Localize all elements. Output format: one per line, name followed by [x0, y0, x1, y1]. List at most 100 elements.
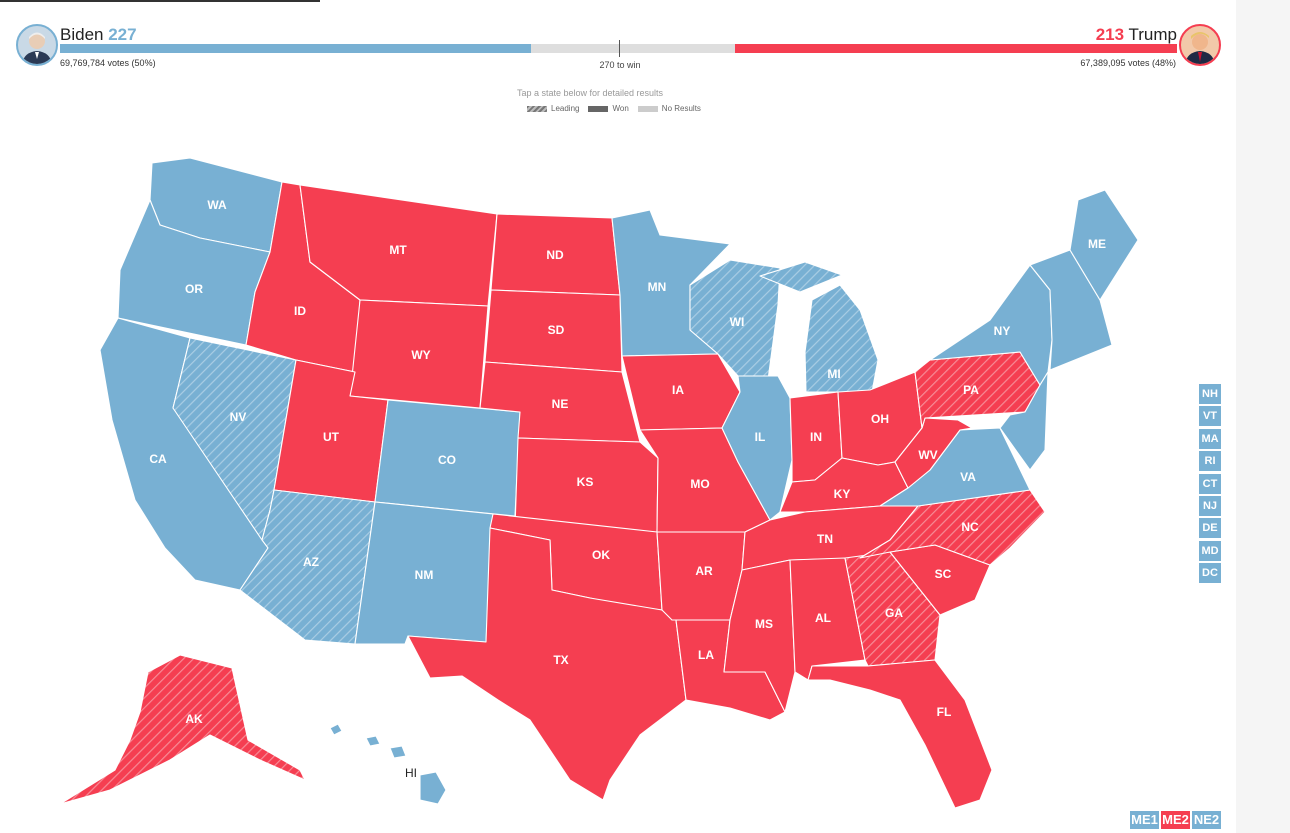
state-WY-label: WY: [411, 348, 430, 362]
small-state-vt[interactable]: VT: [1199, 406, 1221, 427]
state-NM[interactable]: NM: [354, 501, 494, 645]
trump-progress-segment: [734, 44, 1177, 53]
state-NV-label: NV: [230, 410, 247, 424]
state-IA[interactable]: IA: [621, 353, 741, 431]
tap-instruction: Tap a state below for detailed results: [516, 88, 664, 98]
state-OR-label: OR: [185, 282, 203, 296]
district-me2[interactable]: ME2: [1161, 811, 1190, 829]
legend-no-results-label: No Results: [661, 104, 701, 113]
state-CO[interactable]: CO: [374, 399, 521, 517]
state-OH-label: OH: [871, 412, 889, 426]
state-ME[interactable]: ME: [1069, 189, 1139, 301]
trump-electoral-votes: 213: [1095, 25, 1125, 44]
state-AK[interactable]: AK: [59, 654, 306, 805]
right-gutter: [1236, 0, 1290, 833]
legend-won: Won: [588, 104, 629, 113]
biden-popular-votes: 69,769,784 votes (50%): [60, 58, 156, 68]
trump-popular-votes: 67,389,095 votes (48%): [1080, 58, 1176, 68]
state-KY[interactable]: KY: [779, 457, 909, 513]
state-IN-label: IN: [810, 430, 822, 444]
state-KS-label: KS: [577, 475, 594, 489]
state-IA-label: IA: [672, 383, 684, 397]
biden-name-text: Biden: [60, 25, 104, 44]
biden-progress-segment: [60, 44, 532, 53]
small-state-nh[interactable]: NH: [1199, 384, 1221, 404]
state-WI-label: WI: [730, 315, 745, 329]
state-NC[interactable]: NC: [859, 489, 1046, 566]
top-divider: [0, 0, 320, 2]
leading-swatch: [527, 105, 547, 112]
us-electoral-map: WA OR CA NV ID MT WY UT AZ CO NM ND SD N…: [59, 157, 1139, 809]
state-MO-label: MO: [690, 477, 709, 491]
electoral-progress-bar: [60, 44, 1177, 53]
district-me1[interactable]: ME1: [1130, 811, 1159, 829]
state-AZ-label: AZ: [303, 555, 319, 569]
legend-leading-label: Leading: [551, 104, 580, 113]
legend-no-results: No Results: [637, 104, 701, 113]
state-FL-label: FL: [937, 705, 952, 719]
state-UT-label: UT: [323, 430, 340, 444]
trump-name: 213 Trump: [1096, 25, 1177, 45]
state-NC-label: NC: [961, 520, 979, 534]
map-legend: Leading Won No Results: [527, 104, 701, 113]
small-state-md[interactable]: MD: [1199, 540, 1221, 561]
state-FL[interactable]: FL: [807, 659, 993, 809]
win-threshold-marker: [619, 40, 620, 57]
state-KS[interactable]: KS: [514, 437, 659, 533]
won-swatch: [588, 105, 609, 112]
biden-electoral-votes: 227: [108, 25, 137, 44]
state-KY-label: KY: [834, 487, 851, 501]
state-IL-label: IL: [755, 430, 766, 444]
district-ne2[interactable]: NE2: [1192, 811, 1221, 829]
trump-avatar: [1179, 24, 1221, 66]
small-state-ri[interactable]: RI: [1199, 451, 1221, 472]
state-ND[interactable]: ND: [490, 213, 621, 296]
state-CO-label: CO: [438, 453, 456, 467]
state-HI-label: HI: [405, 766, 417, 780]
trump-portrait-icon: [1185, 32, 1215, 64]
trump-name-text: Trump: [1128, 25, 1178, 44]
state-AR[interactable]: AR: [656, 531, 746, 621]
state-ME-label: ME: [1088, 237, 1106, 251]
state-WV-label: WV: [918, 448, 937, 462]
state-NY-label: NY: [994, 324, 1011, 338]
no-results-swatch: [637, 105, 658, 112]
state-NM-label: NM: [415, 568, 434, 582]
state-LA[interactable]: LA: [671, 619, 786, 721]
state-CA-label: CA: [149, 452, 167, 466]
state-MT-label: MT: [389, 243, 407, 257]
state-TX[interactable]: TX: [407, 527, 687, 801]
legend-leading: Leading: [527, 104, 579, 113]
state-VA-label: VA: [960, 470, 976, 484]
small-state-de[interactable]: DE: [1199, 518, 1221, 539]
state-AR-label: AR: [695, 564, 713, 578]
biden-name: Biden 227: [60, 25, 137, 45]
small-state-nj[interactable]: NJ: [1199, 496, 1221, 516]
state-LA-label: LA: [698, 648, 714, 662]
state-TX-label: TX: [553, 653, 568, 667]
small-state-ct[interactable]: CT: [1199, 473, 1221, 494]
small-state-ma[interactable]: MA: [1199, 428, 1221, 449]
state-NE-label: NE: [552, 397, 569, 411]
state-SD-label: SD: [548, 323, 565, 337]
state-WY[interactable]: WY: [349, 299, 489, 409]
state-MS-label: MS: [755, 617, 773, 631]
state-MI[interactable]: MI: [759, 261, 879, 393]
state-HI[interactable]: HI: [329, 723, 447, 805]
state-AK-label: AK: [185, 712, 203, 726]
state-MN-label: MN: [648, 280, 667, 294]
state-WA-label: WA: [207, 198, 227, 212]
biden-portrait-icon: [22, 32, 52, 64]
state-IL[interactable]: IL: [721, 375, 793, 521]
state-OK-label: OK: [592, 548, 610, 562]
state-PA-label: PA: [963, 383, 979, 397]
legend-won-label: Won: [612, 104, 629, 113]
small-state-dc[interactable]: DC: [1199, 563, 1221, 584]
state-SC-label: SC: [935, 567, 952, 581]
to-win-label: 270 to win: [599, 60, 641, 70]
biden-avatar: [16, 24, 58, 66]
state-ND-label: ND: [546, 248, 564, 262]
state-GA-label: GA: [885, 606, 903, 620]
state-OH[interactable]: OH: [837, 371, 923, 466]
state-SD[interactable]: SD: [484, 289, 623, 373]
